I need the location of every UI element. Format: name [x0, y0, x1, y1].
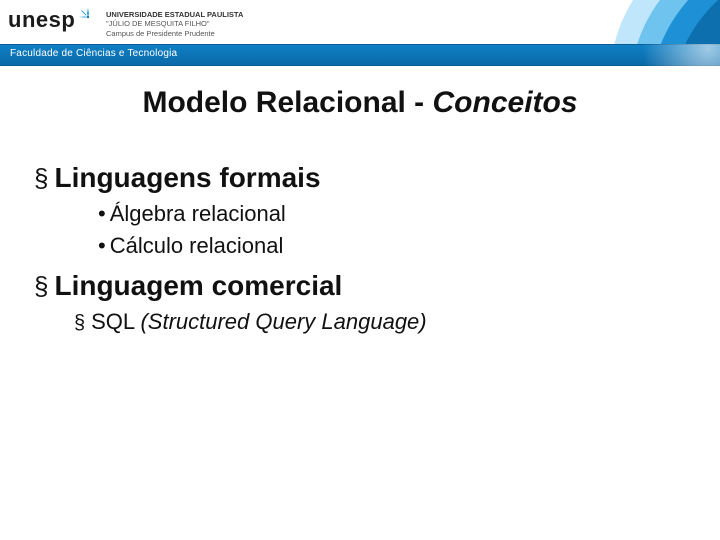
section-1-text: Linguagens formais	[54, 162, 320, 194]
header: unesp UNIVERSIDADE ESTADUAL PAULISTA "JÚ…	[0, 0, 720, 68]
title-part2: Conceitos	[433, 86, 578, 119]
section-1-item-2-text: Cálculo relacional	[110, 233, 284, 258]
section-1-item-2: •Cálculo relacional	[98, 232, 680, 260]
slide-title: Modelo Relacional - Conceitos	[40, 86, 680, 120]
club-bullet-icon: §	[34, 165, 48, 191]
title-dash: -	[406, 86, 433, 119]
section-1-item-1-text: Álgebra relacional	[110, 201, 286, 226]
section-2-text: Linguagem comercial	[54, 270, 342, 302]
section-heading-1: §Linguagens formais	[34, 162, 680, 194]
slide: unesp UNIVERSIDADE ESTADUAL PAULISTA "JÚ…	[0, 0, 720, 540]
bullet-dot-icon: •	[98, 201, 106, 226]
section-2-sub: § SQL (Structured Query Language)	[74, 308, 484, 337]
university-text: UNIVERSIDADE ESTADUAL PAULISTA "JÚLIO DE…	[106, 10, 243, 38]
university-line1: UNIVERSIDADE ESTADUAL PAULISTA	[106, 10, 243, 19]
body: §Linguagens formais •Álgebra relacional …	[34, 162, 680, 337]
club-bullet-small-icon: §	[74, 312, 85, 334]
logo-spark-icon	[77, 6, 99, 28]
section-1-item-1: •Álgebra relacional	[98, 200, 680, 228]
section-heading-2: §Linguagem comercial	[34, 270, 680, 302]
title-part1: Modelo Relacional	[142, 86, 405, 119]
sql-expansion: (Structured Query Language)	[140, 309, 426, 334]
logo-block: unesp UNIVERSIDADE ESTADUAL PAULISTA "JÚ…	[8, 6, 243, 38]
header-arcs	[460, 0, 720, 44]
content: Modelo Relacional - Conceitos §Linguagen…	[0, 80, 720, 337]
unesp-logo: unesp	[8, 6, 100, 34]
university-line2: "JÚLIO DE MESQUITA FILHO"	[106, 19, 243, 28]
bullet-dot-icon: •	[98, 233, 106, 258]
sql-label: SQL	[91, 309, 140, 334]
faculty-label: Faculdade de Ciências e Tecnologia	[10, 48, 177, 59]
logo-text: unesp	[8, 7, 75, 33]
club-bullet-icon: §	[34, 273, 48, 299]
university-line3: Campus de Presidente Prudente	[106, 29, 243, 38]
